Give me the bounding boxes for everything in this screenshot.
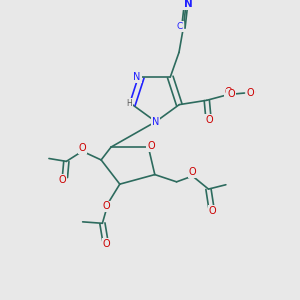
Text: N: N [133, 72, 141, 82]
Text: O: O [58, 175, 66, 185]
Text: O: O [147, 141, 155, 151]
Text: N: N [184, 0, 192, 9]
Text: O: O [79, 143, 86, 153]
Text: O: O [248, 88, 256, 98]
Text: O: O [103, 202, 110, 212]
Text: O: O [225, 87, 232, 97]
Text: N: N [152, 117, 160, 127]
Text: O: O [103, 238, 110, 249]
Text: O: O [205, 115, 213, 125]
Text: O: O [227, 89, 235, 100]
Text: O: O [247, 88, 254, 98]
Text: H: H [126, 99, 132, 108]
Text: C: C [177, 22, 183, 31]
Text: O: O [209, 206, 217, 216]
Text: O: O [189, 167, 196, 177]
